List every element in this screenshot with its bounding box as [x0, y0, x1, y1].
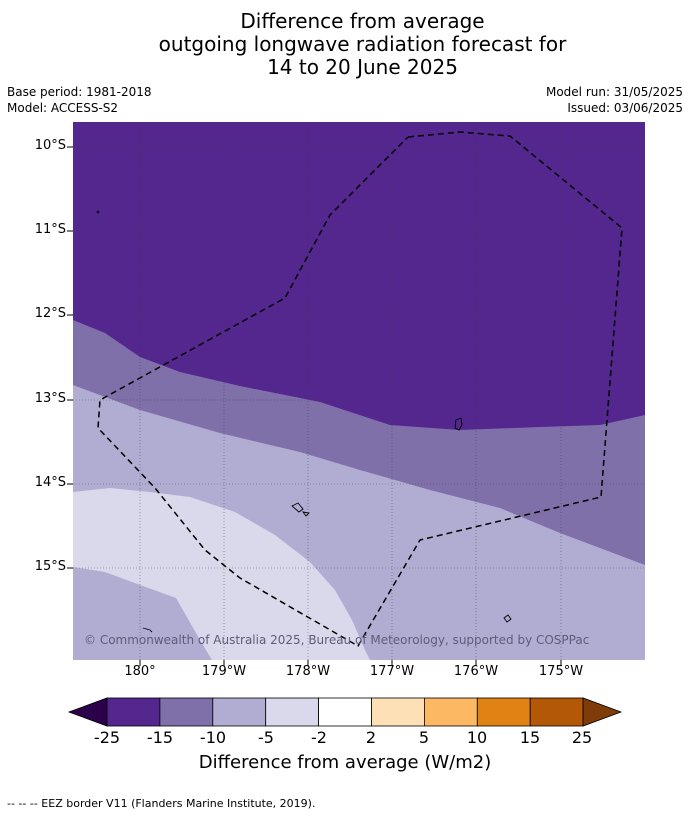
lat-label: 12°S [34, 306, 66, 321]
model-run: Model run: 31/05/2025 [545, 85, 683, 99]
lon-label: 178°W [285, 664, 331, 679]
colorbar-segment [318, 697, 372, 727]
colorbar-tick: 15 [519, 728, 541, 747]
colorbar-segment [476, 697, 531, 727]
zone-near-average [73, 488, 370, 660]
island-futuna [291, 502, 304, 513]
colorbar-tick: -10 [199, 728, 227, 747]
colorbar-segment [371, 697, 425, 727]
colorbar-tick: 5 [418, 728, 430, 747]
eez-legend-note: -- -- -- EEZ border V11 (Flanders Marine… [7, 797, 316, 810]
colorbar-segment [423, 697, 478, 727]
island-wallis [454, 417, 463, 431]
lat-label: 10°S [34, 138, 66, 153]
colorbar-tick: 2 [365, 728, 377, 747]
colorbar-tick: -2 [311, 728, 327, 747]
lat-label: 14°S [34, 475, 66, 490]
colorbar-tick: -15 [146, 728, 174, 747]
colorbar-segment [106, 697, 161, 727]
colorbar-under-extension [67, 697, 108, 727]
issued-date: Issued: 03/06/2025 [567, 101, 683, 115]
island-niuafo-ou [503, 614, 512, 623]
island-alofi [301, 511, 310, 517]
colorbar-label: Difference from average (W/m2) [198, 752, 492, 773]
title-line-3: 14 to 20 June 2025 [267, 55, 458, 79]
base-period: Base period: 1981-2018 [7, 85, 152, 99]
eez-border-line [97, 131, 623, 648]
lon-label: 180° [124, 664, 156, 679]
island-north-dot [96, 210, 100, 214]
lon-label: 177°W [369, 664, 415, 679]
lat-label: 11°S [34, 222, 66, 237]
colorbar-segment [265, 697, 320, 727]
island-rotuma-sw [142, 627, 153, 633]
model-name: Model: ACCESS-S2 [7, 101, 119, 115]
colorbar-tick: 10 [466, 728, 488, 747]
copyright-credit: © Commonwealth of Australia 2025, Bureau… [84, 633, 590, 647]
colorbar-tick: -25 [93, 728, 121, 747]
colorbar-segment [159, 697, 214, 727]
colorbar-over-extension [582, 697, 623, 727]
colorbar-segment [212, 697, 267, 727]
colorbar-tick: 25 [571, 728, 593, 747]
lat-label: 13°S [34, 391, 66, 406]
title-line-1: Difference from average [240, 9, 485, 33]
title-line-2: outgoing longwave radiation forecast for [158, 32, 567, 56]
lat-label: 15°S [34, 559, 66, 574]
colorbar-segment [529, 697, 584, 727]
lon-label: 176°W [453, 664, 499, 679]
lon-label: 175°W [538, 664, 584, 679]
lon-label: 179°W [201, 664, 247, 679]
colorbar-tick: -5 [258, 728, 274, 747]
